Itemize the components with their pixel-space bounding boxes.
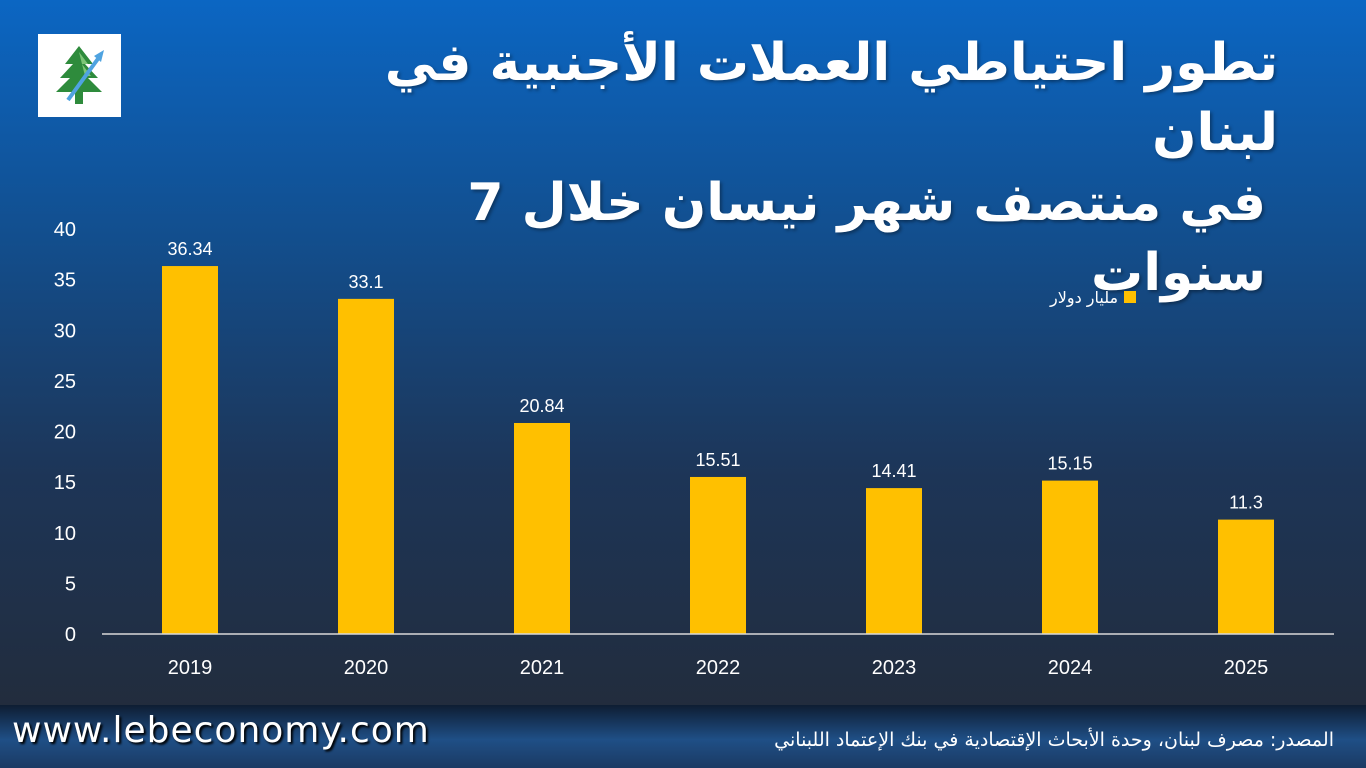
data-label: 20.84 bbox=[519, 396, 564, 416]
bar bbox=[866, 488, 922, 634]
bar bbox=[690, 476, 746, 634]
title-line-2: في منتصف شهر نيسان خلال 7 سنوات bbox=[467, 173, 1266, 303]
x-axis: 2019 2020 2021 2022 2023 2024 2025 bbox=[102, 633, 1334, 679]
x-tick-label: 2023 bbox=[872, 657, 917, 679]
data-label: 11.3 bbox=[1229, 493, 1263, 513]
data-label: 14.41 bbox=[871, 461, 916, 481]
legend: مليار دولار bbox=[1050, 286, 1138, 308]
bar bbox=[1218, 519, 1274, 634]
footer-bar bbox=[0, 705, 1366, 768]
data-label: 15.51 bbox=[695, 450, 740, 470]
y-tick-label: 5 bbox=[65, 573, 76, 595]
bar-series: 36.34 33.1 20.84 15.51 14.41 15.15 11.3 bbox=[162, 239, 1274, 634]
bar bbox=[338, 298, 394, 634]
website-link[interactable]: www.lebeconomy.com bbox=[12, 710, 430, 751]
logo bbox=[38, 34, 121, 117]
data-label: 33.1 bbox=[348, 272, 383, 292]
y-tick-label: 35 bbox=[54, 270, 76, 292]
bar bbox=[514, 422, 570, 634]
y-tick-label: 40 bbox=[54, 219, 76, 241]
y-tick-label: 15 bbox=[54, 472, 76, 494]
bar bbox=[1042, 480, 1098, 634]
legend-swatch bbox=[1124, 291, 1137, 303]
y-tick-label: 25 bbox=[54, 371, 76, 393]
x-tick-label: 2019 bbox=[168, 657, 213, 679]
page-title: تطور احتياطي العملات الأجنبية في لبنان ف… bbox=[278, 28, 1278, 308]
x-tick-label: 2022 bbox=[696, 657, 741, 679]
legend-label: مليار دولار bbox=[1050, 287, 1119, 307]
y-tick-label: 0 bbox=[65, 624, 76, 646]
x-tick-label: 2025 bbox=[1224, 657, 1269, 679]
data-label: 15.15 bbox=[1047, 454, 1092, 474]
title-line-1: تطور احتياطي العملات الأجنبية في لبنان bbox=[384, 33, 1278, 163]
x-tick-label: 2024 bbox=[1048, 657, 1093, 679]
y-axis: 0 5 10 15 20 25 30 35 40 bbox=[54, 219, 76, 646]
x-tick-label: 2021 bbox=[520, 657, 565, 679]
y-tick-label: 30 bbox=[54, 320, 76, 342]
y-tick-label: 20 bbox=[54, 422, 76, 444]
x-tick-label: 2020 bbox=[344, 657, 389, 679]
cedar-tree-arrow-icon bbox=[56, 46, 104, 104]
data-label: 36.34 bbox=[167, 239, 212, 259]
source-note: المصدر: مصرف لبنان، وحدة الأبحاث الإقتصا… bbox=[774, 729, 1334, 751]
bar bbox=[162, 266, 218, 634]
y-tick-label: 10 bbox=[54, 523, 76, 545]
